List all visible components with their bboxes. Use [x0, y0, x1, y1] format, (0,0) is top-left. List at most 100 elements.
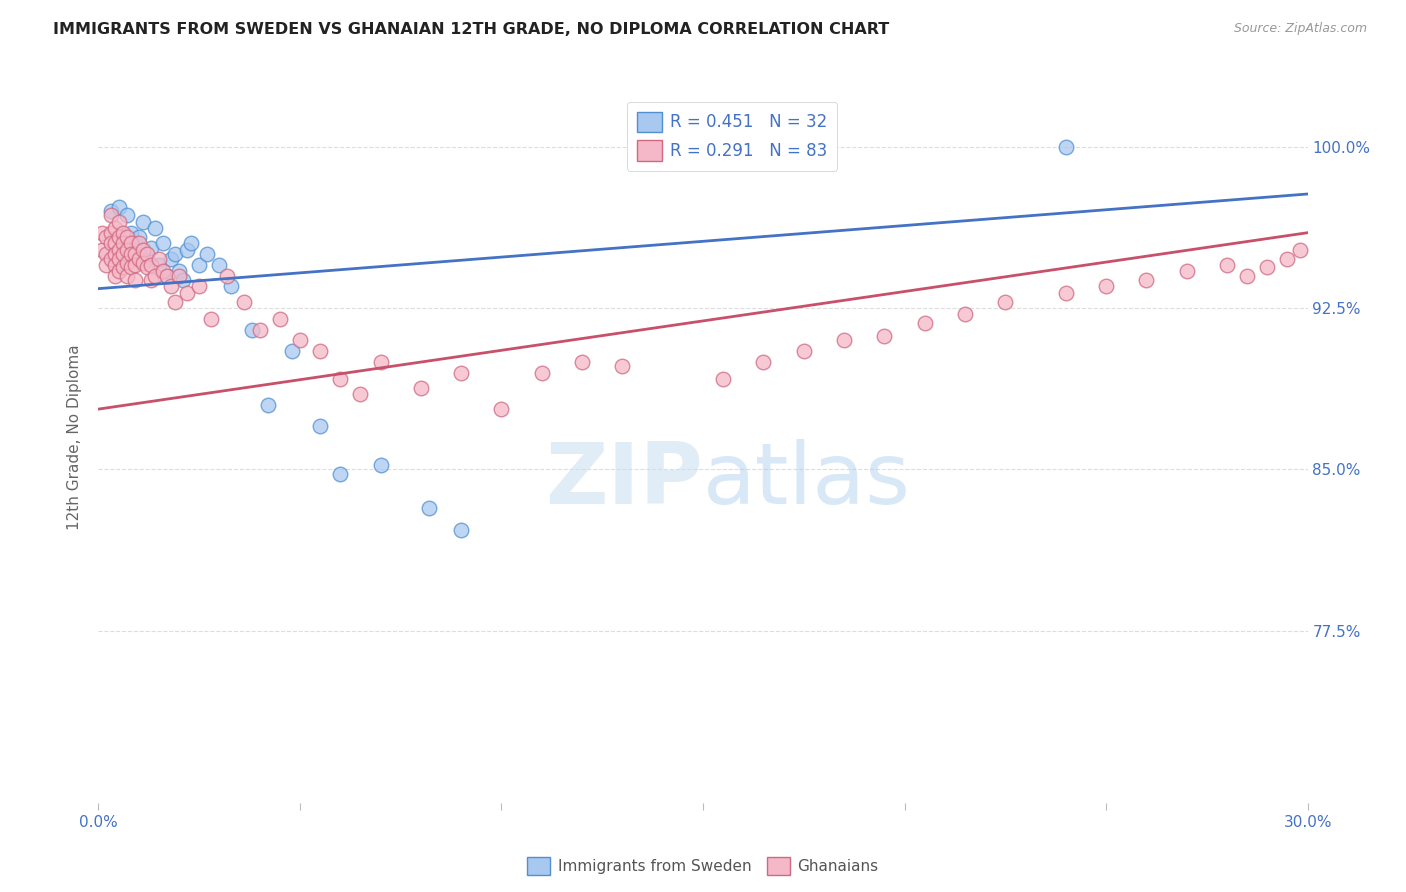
Point	[139, 241, 162, 255]
Point	[100, 204, 122, 219]
Point	[96, 258, 118, 272]
Point	[100, 252, 122, 266]
Point	[103, 258, 125, 272]
Point	[176, 243, 198, 257]
Point	[249, 322, 271, 336]
Point	[172, 273, 194, 287]
Text: atlas: atlas	[703, 440, 911, 523]
Point	[200, 311, 222, 326]
Point	[107, 215, 129, 229]
Point	[1216, 258, 1239, 272]
Point	[208, 258, 231, 272]
Point	[217, 268, 239, 283]
Point	[953, 308, 976, 322]
Point	[409, 381, 432, 395]
Point	[711, 372, 734, 386]
Point	[329, 467, 352, 481]
Point	[167, 264, 190, 278]
Point	[256, 398, 278, 412]
Point	[91, 243, 114, 257]
Point	[103, 236, 125, 251]
Point	[370, 458, 392, 472]
Point	[152, 236, 174, 251]
Point	[418, 501, 440, 516]
Point	[148, 252, 170, 266]
Point	[103, 221, 125, 235]
Point	[111, 226, 134, 240]
Point	[148, 258, 170, 272]
Point	[309, 344, 332, 359]
Point	[120, 260, 142, 274]
Point	[111, 236, 134, 251]
Point	[143, 221, 166, 235]
Point	[1054, 285, 1077, 300]
Point	[152, 264, 174, 278]
Point	[1236, 268, 1258, 283]
Point	[107, 252, 129, 266]
Point	[1277, 252, 1299, 266]
Point	[370, 355, 392, 369]
Point	[111, 260, 134, 274]
Point	[167, 268, 190, 283]
Point	[91, 226, 114, 240]
Point	[1256, 260, 1278, 274]
Point	[107, 230, 129, 244]
Point	[156, 268, 179, 283]
Point	[143, 268, 166, 283]
Point	[135, 247, 157, 261]
Point	[115, 209, 138, 223]
Point	[1054, 139, 1077, 153]
Point	[195, 247, 218, 261]
Point	[132, 243, 155, 257]
Text: IMMIGRANTS FROM SWEDEN VS GHANAIAN 12TH GRADE, NO DIPLOMA CORRELATION CHART: IMMIGRANTS FROM SWEDEN VS GHANAIAN 12TH …	[53, 22, 890, 37]
Point	[349, 387, 371, 401]
Point	[115, 268, 138, 283]
Point	[491, 402, 513, 417]
Point	[139, 258, 162, 272]
Point	[873, 329, 896, 343]
Point	[124, 273, 146, 287]
Point	[160, 279, 183, 293]
Point	[281, 344, 304, 359]
Point	[232, 294, 254, 309]
Point	[221, 279, 243, 293]
Point	[103, 247, 125, 261]
Point	[120, 247, 142, 261]
Point	[107, 200, 129, 214]
Point	[994, 294, 1017, 309]
Point	[135, 260, 157, 274]
Point	[132, 256, 155, 270]
Point	[120, 236, 142, 251]
Point	[450, 523, 472, 537]
Point	[752, 355, 775, 369]
Point	[1095, 279, 1118, 293]
Point	[156, 268, 179, 283]
Point	[128, 230, 150, 244]
Point	[176, 285, 198, 300]
Point	[128, 236, 150, 251]
Text: ZIP: ZIP	[546, 440, 703, 523]
Point	[163, 294, 186, 309]
Point	[128, 252, 150, 266]
Point	[96, 247, 118, 261]
Point	[111, 247, 134, 261]
Point	[120, 226, 142, 240]
Point	[107, 243, 129, 257]
Point	[832, 333, 855, 347]
Point	[96, 230, 118, 244]
Legend: Immigrants from Sweden, Ghanaians: Immigrants from Sweden, Ghanaians	[522, 851, 884, 881]
Point	[103, 268, 125, 283]
Point	[309, 419, 332, 434]
Y-axis label: 12th Grade, No Diploma: 12th Grade, No Diploma	[67, 344, 83, 530]
Point	[530, 366, 553, 380]
Point	[571, 355, 593, 369]
Point	[329, 372, 352, 386]
Point	[1288, 243, 1310, 257]
Point	[132, 215, 155, 229]
Point	[1175, 264, 1198, 278]
Point	[1135, 273, 1157, 287]
Point	[188, 279, 211, 293]
Point	[115, 243, 138, 257]
Point	[269, 311, 291, 326]
Point	[160, 252, 183, 266]
